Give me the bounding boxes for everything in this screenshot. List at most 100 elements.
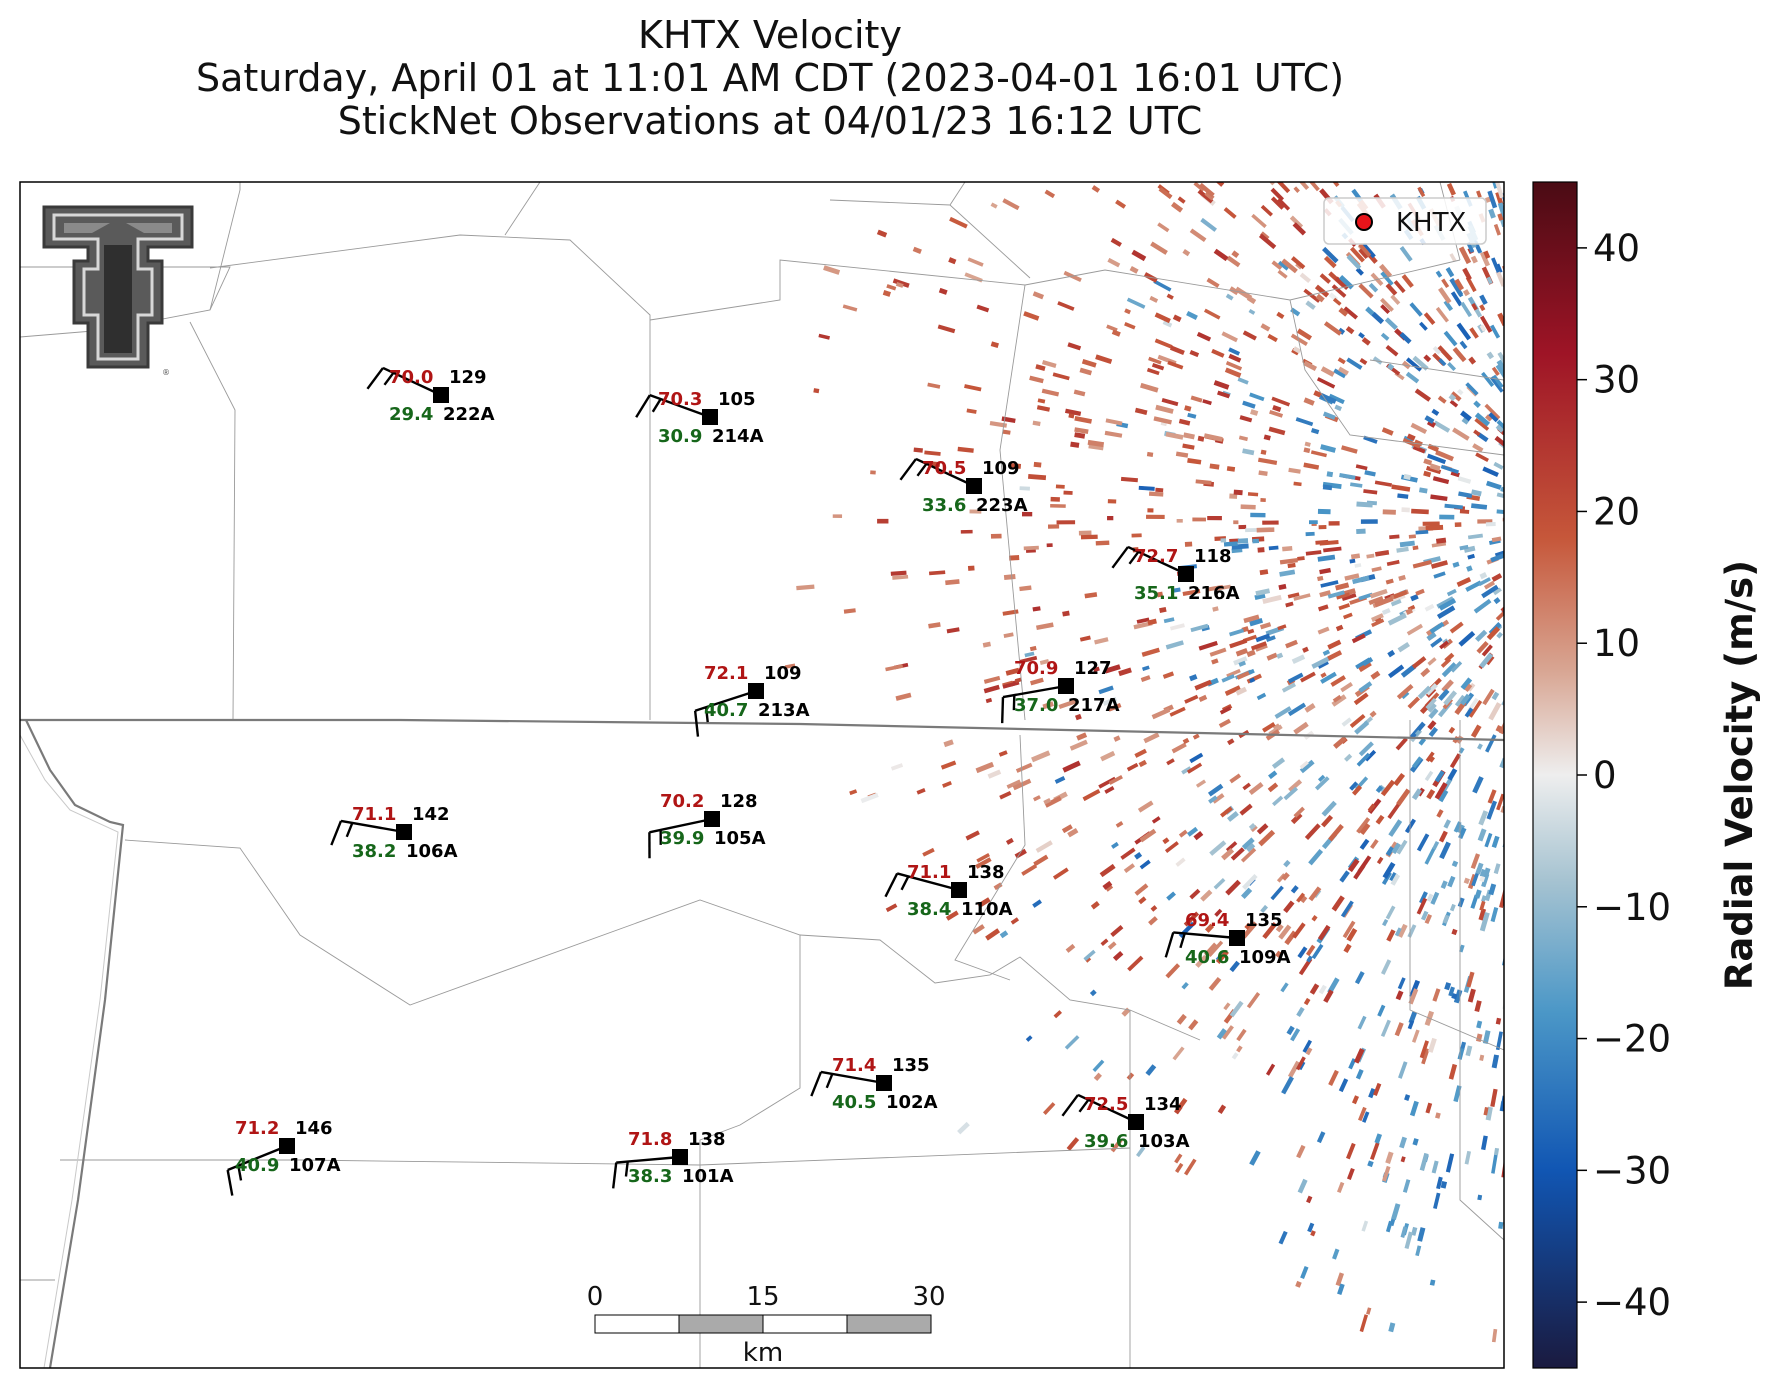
county-boundaries <box>20 182 1504 1368</box>
radar-returns <box>784 182 1504 1343</box>
colorbar-tick-label: −10 <box>1593 886 1671 929</box>
wind-barb-flag <box>1061 1094 1079 1117</box>
station-temperature: 70.0 <box>389 367 433 388</box>
wind-barb-half-flag <box>900 875 910 891</box>
station-temperature: 70.2 <box>660 791 704 812</box>
station-dewpoint: 30.9 <box>658 426 702 447</box>
map-area: 70.0 129 29.4 222A 70.3 105 30.9 214A 70.5 109 33.… <box>20 182 1504 1368</box>
station-temperature: 70.9 <box>1014 658 1058 679</box>
station-106a[interactable]: 71.1 142 38.2 106A <box>330 804 458 862</box>
station-223a[interactable]: 70.5 109 33.6 223A <box>899 457 1028 516</box>
station-value: 134 <box>1144 1094 1182 1115</box>
station-id: 214A <box>712 426 764 447</box>
wind-barb-half-flag <box>624 1161 629 1177</box>
station-value: 142 <box>412 804 450 825</box>
station-id: 102A <box>886 1092 938 1113</box>
station-value: 109 <box>764 663 802 684</box>
wind-barb-flag <box>884 872 899 898</box>
station-marker-icon <box>433 387 449 403</box>
station-marker-icon <box>1229 930 1245 946</box>
colorbar-tick-label: 0 <box>1593 754 1617 797</box>
station-id: 213A <box>758 700 810 721</box>
scale-label-0: 0 <box>587 1282 604 1312</box>
station-107a[interactable]: 71.2 146 40.9 107A <box>226 1118 341 1196</box>
wind-barb-half-flag <box>916 463 928 477</box>
colorbar-tick-label: 20 <box>1593 490 1640 533</box>
station-marker-icon <box>966 478 982 494</box>
colorbar-tick-label: −20 <box>1593 1018 1671 1061</box>
legend-label: KHTX <box>1396 208 1466 238</box>
scale-label-30: 30 <box>912 1282 945 1312</box>
station-id: 105A <box>714 828 766 849</box>
wind-barb-flag <box>810 1071 823 1097</box>
station-marker-icon <box>1128 1114 1144 1130</box>
wind-barb-half-flag <box>1128 551 1140 565</box>
wind-barb-flag <box>1164 932 1175 958</box>
station-109a[interactable]: 69.4 135 40.6 109A <box>1164 910 1291 968</box>
colorbar: 40 30 20 10 0 −10 −20 −30 −40 Radial Velocity (m… <box>1532 181 1761 1369</box>
station-marker-icon <box>396 824 412 840</box>
map-title: KHTX Velocity Saturday, April 01 at 11:0… <box>20 14 1520 143</box>
station-dewpoint: 39.9 <box>660 828 704 849</box>
station-214a[interactable]: 70.3 105 30.9 214A <box>635 389 764 447</box>
station-dewpoint: 35.1 <box>1134 583 1178 604</box>
station-id: 222A <box>443 404 495 425</box>
wind-barb-half-flag <box>345 822 354 838</box>
station-dewpoint: 38.3 <box>628 1166 672 1187</box>
title-line-3: StickNet Observations at 04/01/23 16:12 … <box>337 99 1203 143</box>
station-temperature: 71.4 <box>832 1055 876 1076</box>
station-value: 118 <box>1194 546 1232 567</box>
wind-barb-flag <box>330 820 343 846</box>
station-marker-icon <box>1058 678 1074 694</box>
station-value: 138 <box>967 862 1005 883</box>
scale-bar: 0 15 30 km <box>587 1282 946 1368</box>
station-temperature: 72.7 <box>1134 546 1178 567</box>
station-dewpoint: 40.7 <box>704 700 748 721</box>
wind-barb-half-flag <box>237 1165 243 1181</box>
station-id: 217A <box>1068 695 1120 716</box>
wind-barb-staff <box>616 1155 681 1164</box>
wind-barb-flag <box>1000 697 1005 724</box>
station-213a[interactable]: 72.1 109 40.7 213A <box>693 663 810 737</box>
station-217a[interactable]: 70.9 127 37.0 217A <box>1000 658 1120 724</box>
colorbar-ticks: 40 30 20 10 0 −10 −20 −30 −40 <box>1577 227 1671 1324</box>
station-id: 101A <box>682 1166 734 1187</box>
station-101a[interactable]: 71.8 138 38.3 101A <box>612 1129 734 1189</box>
state-boundary-inner <box>20 734 119 1368</box>
colorbar-gradient <box>1532 181 1578 1369</box>
station-marker-icon <box>672 1149 688 1165</box>
station-value: 138 <box>688 1129 726 1150</box>
station-value: 146 <box>295 1118 333 1139</box>
plot-frame <box>19 181 1505 1369</box>
station-marker-icon <box>876 1075 892 1091</box>
station-105a[interactable]: 70.2 128 39.9 105A <box>648 791 766 859</box>
wind-barb-half-flag <box>825 1073 834 1089</box>
station-value: 135 <box>892 1055 930 1076</box>
station-temperature: 70.5 <box>922 458 966 479</box>
wind-barb-half-flag <box>704 707 709 723</box>
station-103a[interactable]: 72.5 134 39.6 103A <box>1061 1093 1190 1152</box>
wind-barb-flag <box>1111 546 1129 569</box>
station-110a[interactable]: 71.1 138 38.4 110A <box>884 862 1013 920</box>
station-value: 128 <box>720 791 758 812</box>
station-102a[interactable]: 71.4 135 40.5 102A <box>810 1055 938 1113</box>
station-id: 110A <box>961 899 1013 920</box>
station-id: 216A <box>1188 583 1240 604</box>
colorbar-tick-label: 10 <box>1593 622 1640 665</box>
station-216a[interactable]: 72.7 118 35.1 216A <box>1111 545 1240 604</box>
station-temperature: 69.4 <box>1185 910 1229 931</box>
colorbar-tick-label: 30 <box>1593 359 1640 402</box>
station-value: 105 <box>718 389 756 410</box>
station-temperature: 71.8 <box>628 1129 672 1150</box>
station-value: 109 <box>982 458 1020 479</box>
station-222a[interactable]: 70.0 129 29.4 222A <box>366 366 495 425</box>
station-marker-icon <box>279 1138 295 1154</box>
colorbar-tick-label: 40 <box>1593 227 1640 270</box>
wind-barb-half-flag <box>651 398 662 413</box>
station-dewpoint: 29.4 <box>389 404 433 425</box>
khtx-marker-icon <box>1355 213 1373 231</box>
station-id: 109A <box>1239 947 1291 968</box>
station-temperature: 71.2 <box>235 1118 279 1139</box>
station-dewpoint: 40.5 <box>832 1092 876 1113</box>
